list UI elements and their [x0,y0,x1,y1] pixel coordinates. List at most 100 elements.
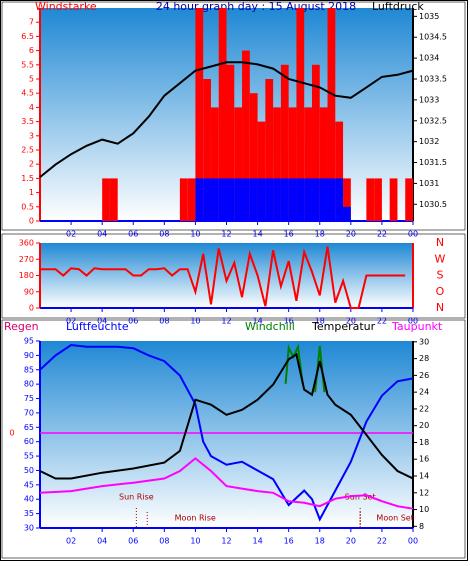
bar [280,64,289,221]
y-tick-label: 2 [29,160,34,169]
bar [242,178,250,221]
y2-tick-label: 1033.5 [419,75,447,84]
panel-frame [1,1,466,231]
bar [234,178,243,221]
bar [265,79,274,221]
y2-tick-label: 1030.5 [419,200,447,209]
x-tick-label: 00 [408,317,418,326]
bar [226,64,235,221]
y-tick-label: 360 [19,239,34,248]
y2-tick-label: 1032 [419,137,439,146]
bar [203,79,211,221]
bar [265,178,274,221]
x-tick-label: 06 [128,537,138,546]
y2-tick-label: 22 [419,404,429,413]
bar [234,107,243,221]
y-tick-label: 65 [24,423,34,432]
bar [319,107,328,221]
series-line [39,343,414,522]
bar [257,121,266,221]
x-tick-label: 18 [315,317,325,326]
x-tick-label: 10 [190,317,200,326]
y-tick-label: 4.5 [21,89,34,98]
y-tick-label: 55 [24,452,34,461]
compass-label: S [437,269,444,282]
y-tick-label: 5 [29,75,34,84]
bar [210,178,219,221]
y2-tick-label: 12 [419,488,429,497]
y2-tick-label: 24 [419,388,429,397]
y-tick-label: 3.5 [21,117,34,126]
bar [187,178,196,221]
series-line [40,246,406,309]
rain-label: Regen [4,320,39,333]
y2-tick-label: 1033 [419,95,439,104]
legend-label: Taupunkt [391,320,443,333]
plot-area [40,243,413,308]
x-tick-label: 08 [159,317,169,326]
bar [343,206,351,221]
x-tick-label: 14 [252,317,262,326]
y-tick-label: 4 [29,103,34,112]
y-tick-label: 75 [24,394,34,403]
annotation-label: Sun Rise [119,493,154,502]
y-tick-label: 180 [19,271,34,280]
x-tick-label: 12 [221,317,231,326]
series-line [39,457,414,510]
y-tick-label: 1 [29,188,34,197]
bar [195,8,204,221]
y2-tick-label: 26 [419,371,429,380]
x-tick-label: 02 [66,317,76,326]
y-tick-label: 95 [24,337,34,346]
y-tick-label: 6 [29,46,34,55]
x-tick-label: 06 [128,317,138,326]
y-tick-label: 85 [24,365,34,374]
compass-label: O [436,285,445,298]
bar [366,178,375,221]
x-tick-label: 16 [284,537,294,546]
y-tick-label: 0.5 [21,202,34,211]
bar [288,107,297,221]
bar [335,178,344,221]
y2-tick-label: 1031.5 [419,158,447,167]
y2-tick-label: 1034.5 [419,33,447,42]
annotation-label: Sun Set [345,493,376,502]
bar [195,178,204,221]
x-tick-label: 08 [159,537,169,546]
y2-tick-label: 1035 [419,12,439,21]
bar [296,178,305,221]
y2-tick-label: 30 [419,337,429,346]
bar [109,178,118,221]
x-tick-label: 00 [408,537,418,546]
y-tick-label: 90 [24,287,34,296]
x-tick-label: 04 [97,537,107,546]
y-tick-label: 3 [29,131,34,140]
bar [218,178,227,221]
bar [273,107,281,221]
bar [335,121,344,221]
y2-tick-label: 1031 [419,179,439,188]
y2-tick-label: 1032.5 [419,116,447,125]
y2-tick-label: 1034 [419,54,439,63]
y2-tick-label: 28 [419,354,429,363]
bar [257,178,266,221]
compass-label: N [436,236,444,249]
bar [218,8,227,221]
y-tick-label: 270 [19,255,34,264]
series-line [39,352,414,480]
bar [179,178,188,221]
compass-label: W [435,252,446,265]
bar [296,8,305,221]
y2-tick-label: 20 [419,421,429,430]
bar [374,178,382,221]
x-tick-label: 20 [346,317,356,326]
x-tick-label: 12 [221,537,231,546]
bar [327,8,336,221]
y-tick-label: 80 [24,380,34,389]
y-tick-label: 40 [24,495,34,504]
x-tick-label: 18 [315,537,325,546]
bar [311,64,320,221]
bar [203,178,211,221]
bar [405,178,413,221]
